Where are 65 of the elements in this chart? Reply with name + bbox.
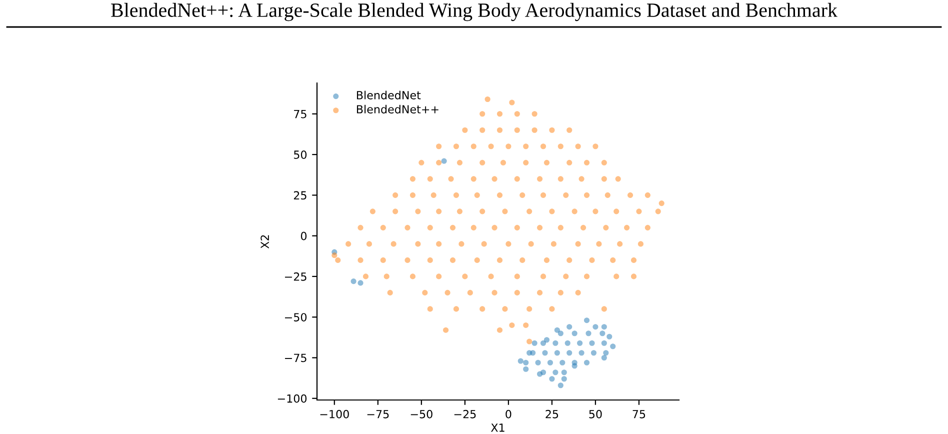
y-axis-title: X2 bbox=[260, 235, 269, 249]
y-tick-label: −75 bbox=[285, 354, 306, 362]
point bbox=[518, 358, 524, 364]
point bbox=[603, 350, 609, 356]
point bbox=[523, 360, 529, 366]
point bbox=[566, 350, 572, 356]
point bbox=[600, 330, 606, 336]
point bbox=[561, 370, 567, 376]
y-tick-label: 25 bbox=[294, 191, 306, 200]
x-tick-label: 50 bbox=[589, 410, 602, 418]
point bbox=[523, 366, 529, 372]
point bbox=[564, 340, 570, 346]
chart-title: BlendedNet++: A Large-Scale Blended Wing Body Aerodynamics Dataset and Benchmark bbox=[111, 2, 838, 22]
point bbox=[606, 334, 612, 340]
x-tick-label: 75 bbox=[632, 410, 646, 418]
point bbox=[554, 327, 560, 333]
point bbox=[552, 370, 558, 376]
x-axis-title: X1 bbox=[490, 424, 504, 432]
point bbox=[544, 337, 550, 343]
point bbox=[601, 324, 607, 330]
y-tick-label: 50 bbox=[294, 150, 307, 159]
point bbox=[530, 350, 536, 356]
point bbox=[592, 324, 598, 330]
legend-label: BlendedNet bbox=[356, 90, 421, 100]
point bbox=[561, 376, 567, 382]
point bbox=[441, 158, 447, 164]
point bbox=[586, 330, 592, 336]
point bbox=[601, 354, 607, 361]
point bbox=[540, 340, 546, 346]
point bbox=[535, 360, 541, 366]
point bbox=[578, 350, 584, 356]
x-tick-label: −25 bbox=[454, 410, 476, 418]
point bbox=[552, 340, 558, 346]
point bbox=[577, 340, 583, 346]
y-tick-label: −25 bbox=[285, 272, 306, 281]
point bbox=[560, 360, 566, 366]
point bbox=[584, 318, 590, 324]
point bbox=[572, 360, 578, 366]
point bbox=[610, 344, 616, 350]
point bbox=[549, 376, 555, 382]
point bbox=[566, 324, 572, 330]
x-tick-label: −100 bbox=[320, 410, 349, 418]
x-tick-label: −50 bbox=[410, 410, 432, 418]
point bbox=[540, 370, 546, 376]
point bbox=[558, 382, 564, 388]
point bbox=[542, 350, 548, 356]
y-tick-label: −50 bbox=[285, 313, 307, 322]
point bbox=[601, 340, 607, 346]
point bbox=[572, 330, 578, 336]
point bbox=[558, 330, 564, 336]
point bbox=[350, 278, 356, 284]
point bbox=[590, 350, 596, 356]
x-tick-label: 0 bbox=[506, 410, 512, 418]
y-tick-label: 0 bbox=[300, 232, 307, 240]
point bbox=[532, 340, 538, 346]
y-tick-label: 75 bbox=[294, 110, 306, 118]
point bbox=[547, 360, 553, 366]
point bbox=[589, 340, 595, 346]
legend-label: BlendedNet++ bbox=[356, 104, 438, 114]
y-tick-label: −100 bbox=[278, 394, 307, 403]
point bbox=[358, 280, 364, 286]
point bbox=[584, 360, 590, 366]
point bbox=[554, 350, 560, 356]
x-tick-label: −75 bbox=[367, 410, 389, 418]
x-tick-label: 25 bbox=[546, 410, 558, 418]
